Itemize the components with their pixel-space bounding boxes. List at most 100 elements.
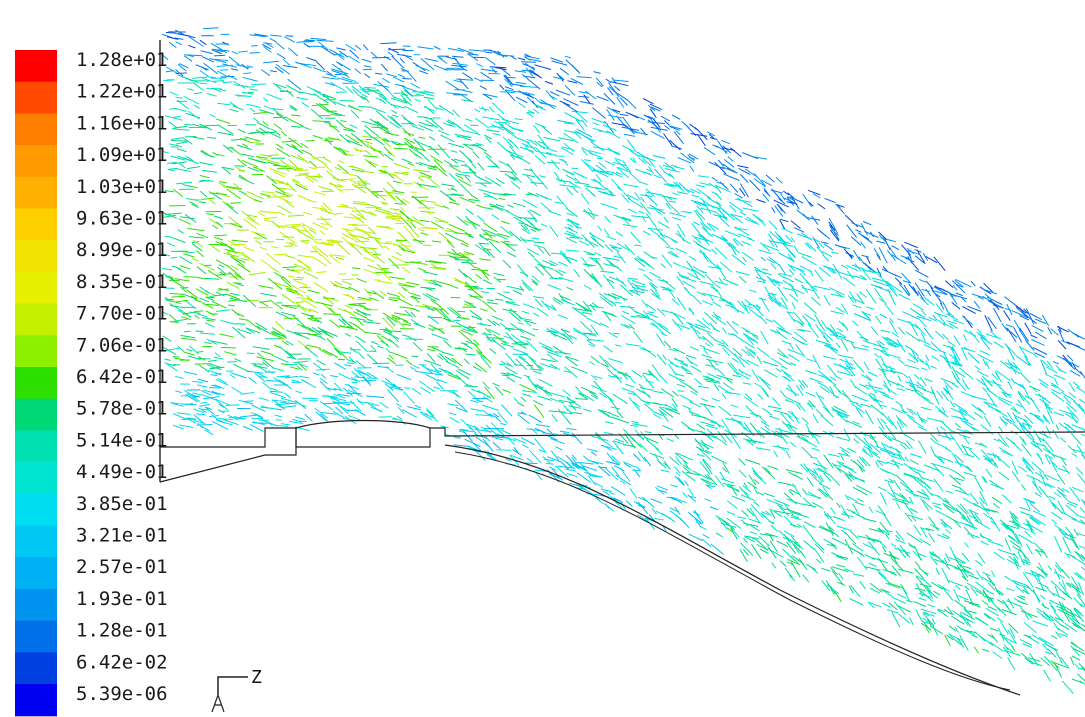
velocity-vector [921,407,932,410]
velocity-vector [603,312,616,317]
velocity-vector [898,359,904,364]
velocity-vector [645,432,652,433]
velocity-vector [866,307,875,310]
velocity-vector [534,125,540,133]
velocity-vector [995,371,1002,382]
velocity-vector [1054,623,1059,631]
velocity-vector [624,184,639,187]
velocity-vector [813,237,820,248]
velocity-vector [197,267,206,274]
velocity-vector [313,135,323,138]
velocity-vector [423,280,431,281]
velocity-vector [548,285,562,290]
velocity-vector [707,223,715,232]
velocity-vector [1043,414,1050,423]
velocity-vector [387,182,397,192]
velocity-vector [543,260,554,265]
velocity-vector [252,423,268,424]
velocity-vector [323,314,341,315]
velocity-vector [1061,457,1067,466]
velocity-vector [585,91,596,99]
velocity-vector [441,352,454,356]
velocity-vector [503,390,511,393]
velocity-vector [188,45,195,48]
velocity-vector [288,48,297,56]
velocity-vector [842,530,847,534]
velocity-vector [362,59,371,62]
velocity-vector [231,244,246,245]
velocity-vector [444,161,452,165]
velocity-vector [636,466,641,470]
velocity-vector [201,151,213,157]
velocity-vector [1071,657,1074,665]
velocity-vector [434,204,443,207]
velocity-vector [1042,315,1048,326]
velocity-vector [904,365,919,369]
velocity-vector [518,403,525,407]
velocity-vector [274,124,282,130]
velocity-vector [173,189,182,197]
velocity-vector [527,249,538,255]
velocity-vector [223,420,239,425]
velocity-vector [721,140,730,143]
velocity-vector [351,133,362,142]
velocity-vector [596,175,602,182]
velocity-vector [1051,606,1056,612]
velocity-vector [295,169,303,170]
velocity-vector [386,74,397,77]
velocity-vector [965,586,970,590]
velocity-vector [905,513,912,522]
velocity-vector [664,341,671,348]
velocity-vector [634,502,642,506]
velocity-vector [755,383,763,388]
velocity-vector [411,197,428,198]
velocity-vector [1067,355,1073,361]
velocity-vector [757,347,770,357]
velocity-vector [198,278,206,279]
velocity-vector [984,416,991,427]
velocity-vector [992,497,1002,503]
velocity-vector [338,243,351,255]
velocity-vector [495,299,503,300]
velocity-vector [302,150,312,155]
velocity-vector [723,237,730,247]
velocity-vector [745,459,760,464]
velocity-vector [398,292,405,298]
velocity-vector [718,406,731,416]
velocity-vector [1032,505,1040,512]
velocity-vector [389,258,399,268]
velocity-vector [220,334,234,337]
velocity-vector [988,406,1001,412]
velocity-vector [774,410,788,414]
velocity-vector [518,103,525,108]
velocity-vector [854,439,859,444]
velocity-vector [715,248,727,260]
velocity-vector [295,417,305,420]
velocity-vector [402,50,413,51]
velocity-vector [527,340,538,351]
velocity-vector [723,174,739,181]
velocity-vector [673,263,681,267]
velocity-vector [780,391,786,399]
velocity-vector [192,199,201,200]
velocity-vector [364,66,371,67]
velocity-vector [347,294,355,300]
velocity-vector [271,388,278,391]
velocity-vector [921,289,929,291]
velocity-vector [434,46,441,49]
velocity-vector [995,410,1007,417]
velocity-vector [889,366,894,374]
velocity-vector [209,219,220,226]
velocity-vector [779,333,787,339]
velocity-vector [238,264,251,272]
velocity-vector [614,86,620,91]
velocity-vector [914,374,919,379]
velocity-vector [842,338,854,343]
velocity-vector [337,308,351,313]
velocity-vector [700,281,714,285]
velocity-vector [441,184,454,186]
velocity-vector [458,369,471,375]
velocity-vector [545,304,556,310]
velocity-vector [955,627,959,633]
velocity-vector [1018,466,1027,472]
